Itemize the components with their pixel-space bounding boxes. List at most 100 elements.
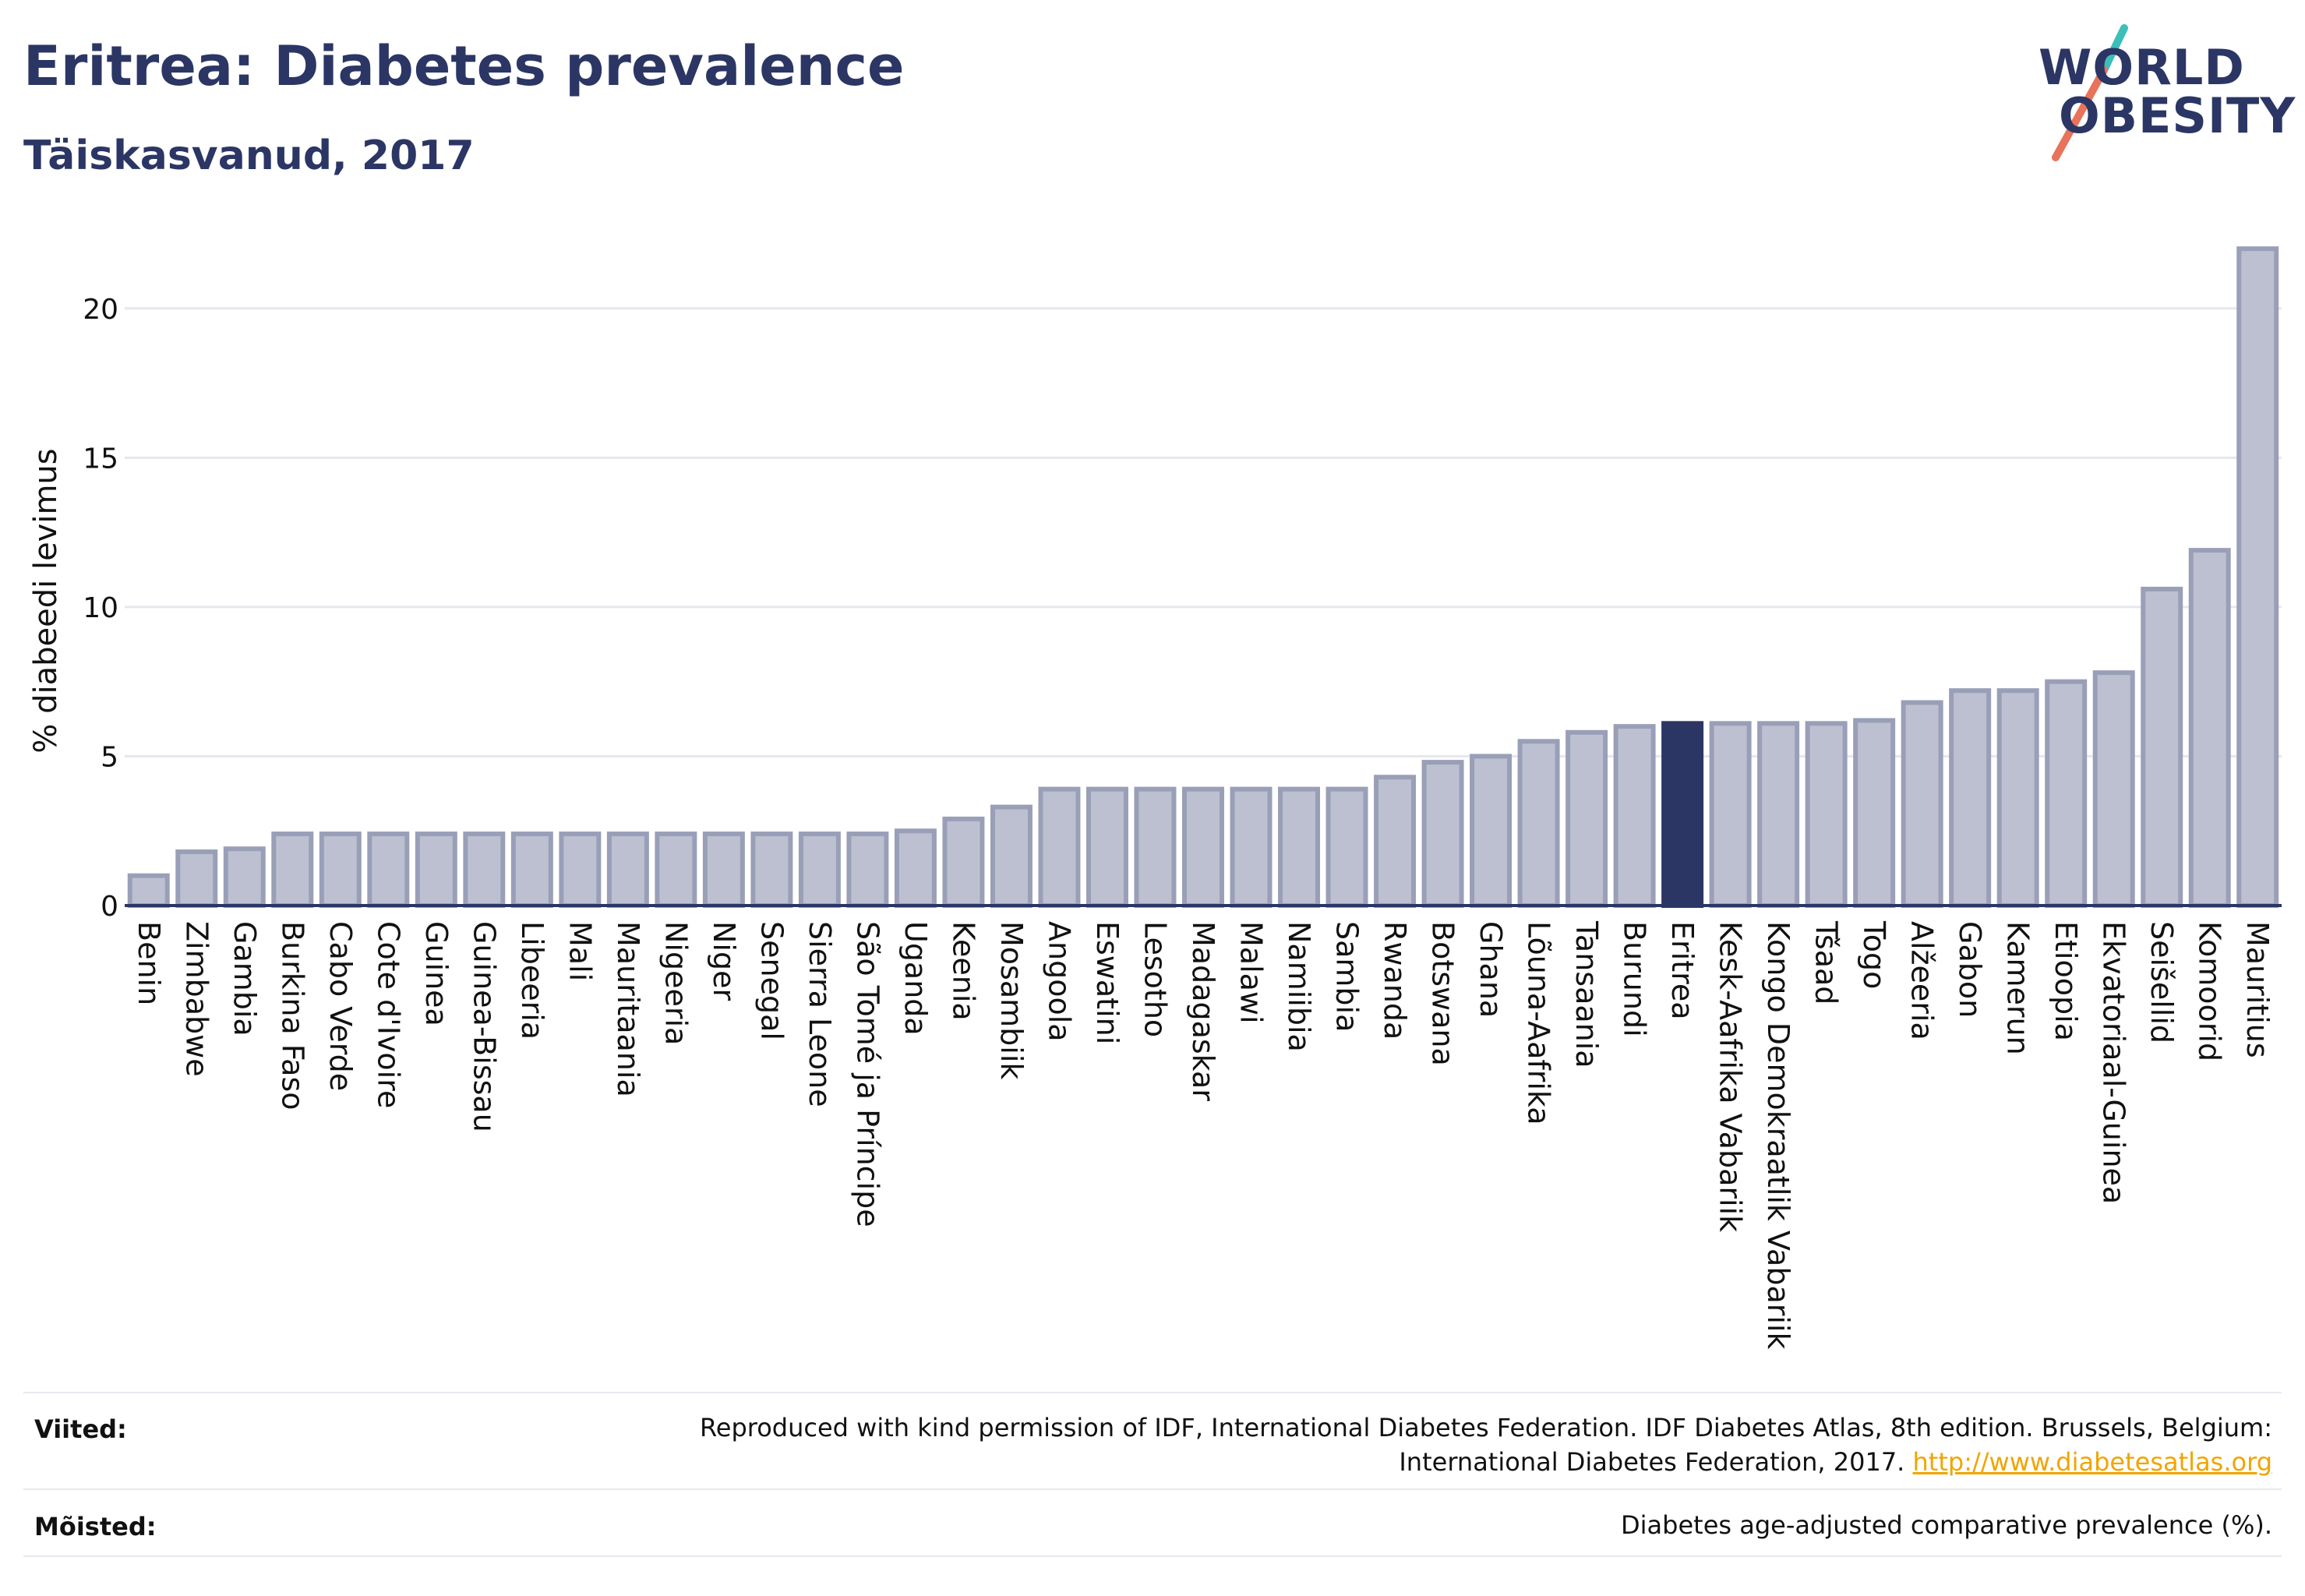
bar[interactable] [990, 804, 1032, 909]
bar[interactable] [1613, 724, 1656, 909]
bar[interactable] [2045, 679, 2088, 909]
y-tick-label: 0 [101, 891, 118, 923]
x-tick-label: Benin [132, 921, 166, 1005]
world-obesity-logo[interactable]: WORLD OBESITY [2026, 23, 2295, 164]
bar[interactable] [319, 832, 362, 909]
y-tick-label: 20 [83, 294, 118, 326]
x-tick-label: Namiibia [1282, 921, 1316, 1052]
bar[interactable] [1230, 786, 1273, 908]
bar[interactable] [510, 832, 553, 909]
logo-slash-icon [2052, 24, 2128, 161]
bar[interactable] [1949, 688, 1992, 908]
bar[interactable] [127, 873, 170, 908]
bar[interactable] [750, 832, 793, 909]
y-axis-label: % diabeedi levimus [28, 448, 64, 753]
x-tick-label: Niger [707, 921, 741, 1001]
references-text: Reproduced with kind permission of IDF, … [700, 1411, 2272, 1479]
bar[interactable] [1278, 786, 1321, 908]
x-tick-label: Eswatini [1090, 921, 1124, 1044]
bar[interactable] [367, 832, 410, 909]
bar[interactable] [655, 832, 697, 909]
x-tick-label: Lesotho [1138, 921, 1172, 1037]
x-tick-label: Botswana [1426, 921, 1460, 1066]
x-tick-label: Mauritaania [611, 921, 645, 1097]
footer-divider [23, 1392, 2282, 1393]
bar[interactable] [415, 832, 457, 909]
x-tick-label: Togo [1857, 920, 1891, 989]
x-tick-label: Kongo Demokraatlik Vabariik [1761, 921, 1795, 1350]
x-tick-label: Tšaad [1809, 920, 1844, 1005]
x-tick-label: Senegal [754, 921, 789, 1040]
bar[interactable] [223, 846, 266, 908]
bar[interactable] [1085, 786, 1128, 908]
x-tick-label: Cote d'Ivoire [371, 921, 405, 1108]
bar[interactable] [942, 816, 985, 909]
bar[interactable] [702, 832, 745, 909]
logo-text-obesity: OBESITY [2059, 87, 2296, 144]
bar[interactable] [1996, 688, 2039, 908]
bar[interactable] [798, 832, 841, 909]
tick-labels: 0 5 10 15 20 Benin Zimbabwe Gambia Burkina Faso C… [83, 294, 2275, 1350]
x-tick-label: Sierra Leone [803, 921, 837, 1107]
bar[interactable] [2188, 548, 2231, 908]
x-tick-label: Mauritius [2240, 921, 2275, 1058]
bar[interactable] [1038, 786, 1081, 908]
bar[interactable] [463, 832, 506, 909]
x-tick-label: Etioopia [2049, 921, 2083, 1041]
bar[interactable] [1134, 786, 1177, 908]
bar[interactable] [1757, 721, 1800, 909]
references-link[interactable]: http://www.diabetesatlas.org [1912, 1447, 2272, 1477]
x-tick-label: Zimbabwe [179, 921, 214, 1077]
x-tick-label: Gambia [228, 921, 262, 1036]
x-tick-label: Malawi [1234, 921, 1269, 1024]
references-label: Viited: [34, 1414, 127, 1444]
bar[interactable] [1421, 760, 1464, 909]
x-tick-label: Alžeeria [1905, 921, 1940, 1040]
x-tick-label: Kamerun [2001, 921, 2035, 1055]
bar[interactable] [1470, 754, 1513, 909]
x-tick-label: Sambia [1330, 921, 1364, 1032]
bar[interactable] [1709, 721, 1752, 909]
x-tick-label: Angoola [1042, 921, 1076, 1042]
bar[interactable] [1853, 718, 1896, 909]
definitions-label: Mõisted: [34, 1512, 157, 1541]
bar[interactable] [2092, 670, 2135, 908]
references-line-2: International Diabetes Federation, 2017. [1399, 1447, 1905, 1477]
bar[interactable] [846, 832, 889, 909]
x-tick-label: Burkina Faso [275, 921, 309, 1110]
bar[interactable] [1901, 700, 1943, 908]
bar[interactable] [1565, 729, 1608, 908]
bar[interactable] [559, 832, 602, 909]
bar[interactable] [606, 832, 649, 909]
x-tick-label: Libeeria [515, 921, 549, 1040]
x-tick-label: Rwanda [1378, 921, 1412, 1040]
x-tick-label: Lõuna-Aafrika [1522, 921, 1556, 1125]
footer-divider-3 [23, 1555, 2282, 1557]
bar[interactable] [1325, 786, 1368, 908]
x-tick-label: Kesk-Aafrika Vabariik [1714, 921, 1748, 1232]
x-tick-label: Guinea-Bissau [467, 921, 501, 1132]
bar[interactable] [271, 832, 314, 909]
x-tick-label: Burundi [1618, 921, 1652, 1037]
x-tick-label: Komoorid [2193, 921, 2227, 1061]
bar-highlight[interactable] [1661, 721, 1704, 909]
x-tick-label: Keenia [946, 921, 980, 1021]
bar[interactable] [1805, 721, 1848, 909]
bar[interactable] [1517, 739, 1560, 908]
bar[interactable] [1374, 775, 1417, 908]
x-tick-label: Tansaania [1569, 920, 1604, 1068]
x-tick-label: Uganda [898, 921, 933, 1036]
bar[interactable] [1182, 786, 1224, 908]
x-tick-label: Mali [563, 921, 597, 981]
x-tick-label: Madagaskar [1186, 921, 1220, 1101]
footer-divider-2 [23, 1488, 2282, 1490]
bar[interactable] [175, 849, 218, 909]
bar[interactable] [894, 828, 937, 908]
x-tick-label: Mosambiik [994, 921, 1029, 1079]
bar[interactable] [2236, 246, 2279, 908]
bar[interactable] [2141, 586, 2183, 908]
y-tick-label: 10 [83, 592, 118, 624]
x-tick-label: Seišellid [2144, 921, 2179, 1043]
logo-text-world: WORLD [2038, 39, 2245, 96]
x-tick-label: Cabo Verde [323, 921, 358, 1091]
